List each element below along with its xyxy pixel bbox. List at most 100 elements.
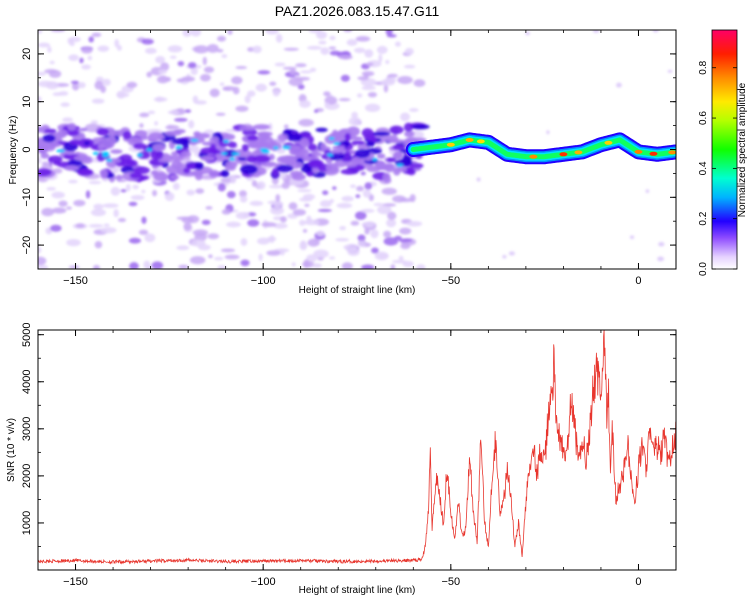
spectrogram-blob — [350, 184, 356, 189]
spectrogram-blob — [363, 221, 375, 228]
spectrogram-blob — [75, 223, 85, 229]
spectrogram-blob — [209, 88, 220, 98]
spectrogram-blob — [341, 157, 353, 162]
spectrogram-blob — [346, 39, 358, 46]
spectrogram-blob — [102, 203, 119, 208]
spectrogram-blob — [340, 168, 358, 175]
spectrogram-blob — [133, 143, 147, 150]
spectrogram-blob — [361, 70, 375, 77]
spectrogram-blob — [188, 119, 195, 129]
spectrogram-blob — [83, 141, 91, 146]
spectrogram-blob — [130, 194, 145, 201]
spectrogram-blob — [67, 122, 77, 131]
spectrogram-blob — [346, 126, 360, 137]
colorbar-ticks: 0.0 0.2 0.4 0.6 0.8 — [698, 60, 737, 276]
spectrogram-blob — [309, 67, 317, 73]
spectrogram-blob — [68, 159, 83, 167]
spectrogram-blob — [370, 229, 379, 239]
snr-y-axis-label: SNR (10 * v/v) — [6, 418, 17, 482]
spectrogram-blob — [249, 200, 264, 206]
spectrogram-blob — [312, 263, 322, 269]
spectrogram-x-axis-label: Height of straight line (km) — [299, 285, 416, 296]
spectrogram-blob — [299, 99, 311, 108]
spectrogram-blob — [338, 54, 353, 60]
spectrogram-blob — [259, 135, 274, 144]
spectrogram-blob — [103, 223, 110, 227]
spectrogram-blob — [224, 165, 236, 171]
spectrogram-blob — [361, 85, 376, 91]
spectrogram-blob — [649, 151, 658, 156]
spectrogram-blob — [306, 254, 318, 263]
spectrogram-blob — [94, 241, 103, 249]
spectrogram-blob — [137, 151, 151, 160]
spectrogram-blob — [341, 262, 353, 269]
spectrogram-blob — [110, 149, 123, 154]
spectrogram-blob — [292, 209, 306, 216]
spectrogram-blob — [190, 67, 198, 76]
spectrogram-blob — [207, 233, 220, 240]
spectrogram-blob — [376, 153, 386, 159]
spectrogram-blob — [307, 238, 320, 247]
spectrogram-blob — [229, 157, 236, 161]
spectrogram-blob — [97, 143, 105, 150]
spectrogram-blob — [68, 179, 78, 184]
spectrogram-blob — [336, 202, 353, 209]
spectrogram-y-tick-label: 10 — [21, 96, 33, 108]
spectrogram-blob — [195, 188, 205, 194]
spectrogram-blob — [329, 50, 341, 56]
spectrogram-blob — [354, 211, 367, 220]
colorbar-tick-label: 0.6 — [698, 111, 709, 125]
spectrogram-blob — [102, 78, 111, 86]
spectrogram-blob — [222, 87, 230, 91]
spectrogram-blob — [194, 133, 211, 139]
spectrogram-blob — [335, 238, 350, 242]
spectrogram-blob — [70, 80, 80, 84]
spectrogram-blob — [403, 64, 416, 69]
spectrogram-blob — [387, 73, 398, 78]
spectrogram-blob — [165, 125, 180, 130]
spectrogram-blob — [38, 168, 52, 177]
spectrogram-blob — [216, 48, 224, 53]
spectrogram-blob — [309, 159, 322, 169]
spectrogram-blob — [215, 112, 226, 116]
spectrogram-x-tick-label: 0 — [635, 275, 641, 287]
spectrogram-blob — [172, 182, 180, 191]
spectrogram-blob — [354, 47, 366, 54]
spectrogram-blob — [386, 157, 397, 163]
spectrogram-blob — [307, 143, 318, 151]
spectrogram-blob — [406, 220, 423, 227]
spectrogram-blob — [377, 205, 392, 215]
spectrogram-blob — [227, 30, 233, 35]
spectrogram-blob — [360, 208, 375, 213]
spectrogram-blob — [371, 247, 379, 254]
spectrogram-blob — [386, 218, 397, 228]
spectrogram-blob — [191, 170, 204, 177]
spectrogram-blob — [319, 142, 327, 153]
spectrogram-blob — [181, 216, 194, 224]
snr-y-tick-label: 1000 — [21, 511, 33, 535]
spectrogram-blob — [101, 151, 110, 155]
spectrogram-blob — [350, 220, 360, 226]
spectrogram-blob — [304, 203, 310, 207]
spectrogram-blob — [416, 264, 426, 269]
spectrogram-blob — [68, 265, 80, 269]
spectrogram-blob — [119, 154, 133, 162]
spectrogram-ridge-layer — [410, 137, 676, 160]
spectrogram-blob — [376, 45, 388, 54]
spectrogram-blob — [404, 47, 414, 55]
spectrogram-blob — [43, 128, 57, 134]
spectrogram-blob — [247, 90, 256, 97]
spectrogram-blob — [110, 186, 121, 196]
spectrogram-blob — [322, 190, 329, 196]
snr-y-tick-label: 3000 — [21, 417, 33, 441]
spectrogram-x-tick-label: −100 — [251, 275, 276, 287]
spectrogram-blob — [258, 253, 263, 262]
spectrogram-blob — [167, 45, 183, 53]
spectrogram-blob — [400, 112, 411, 122]
spectrogram-blob — [223, 139, 229, 143]
spectrogram-blob — [271, 176, 279, 185]
spectrogram-blob — [66, 238, 81, 247]
spectrogram-blob — [352, 121, 359, 125]
spectrogram-x-tick-label: −50 — [441, 275, 460, 287]
spectrogram-blob — [340, 74, 350, 82]
